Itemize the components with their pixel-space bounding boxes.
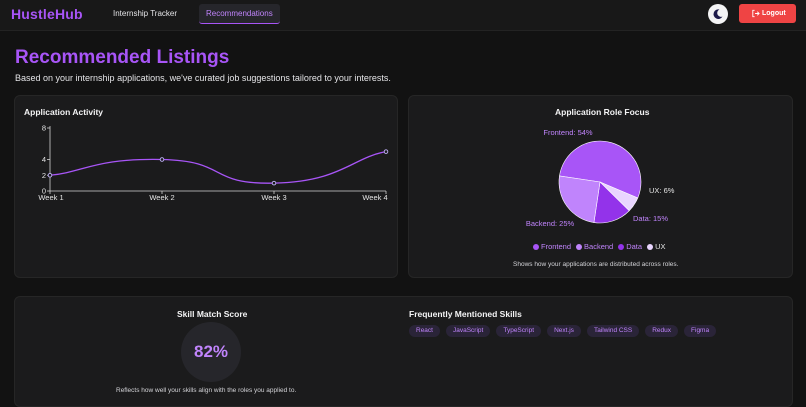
skills-list: React JavaScript TypeScript Next.js Tailwind… [409, 325, 717, 337]
nav-link-recommendations[interactable]: Recommendations [199, 4, 280, 24]
skill-tag[interactable]: React [409, 325, 440, 337]
pie-label-backend: Backend: 25% [526, 219, 575, 228]
legend-item-data[interactable]: Data [618, 242, 642, 251]
page-title: Recommended Listings [15, 47, 230, 68]
skills-card [14, 296, 793, 407]
x-tick-label: Week 4 [362, 193, 387, 202]
y-tick-label: 0 [42, 187, 46, 196]
legend-swatch [647, 243, 654, 250]
skills-title: Frequently Mentioned Skills [409, 309, 522, 319]
data-point[interactable] [383, 149, 389, 154]
legend-label: Backend [584, 242, 614, 251]
data-point[interactable] [159, 157, 165, 162]
activity-title: Application Activity [24, 107, 104, 117]
pie-legend: Frontend Backend Data UX [533, 242, 665, 251]
skill-tag[interactable]: Redux [645, 325, 679, 337]
activity-card [14, 95, 398, 278]
role-focus-caption: Shows how your applications are distribu… [513, 261, 679, 268]
legend-item-frontend[interactable]: Frontend [533, 242, 571, 251]
pie-slice-frontend[interactable] [559, 140, 642, 199]
skill-match-caption: Reflects how well your skills align with… [116, 387, 297, 394]
nav-link-internship-tracker[interactable]: Internship Tracker [113, 9, 178, 18]
x-tick-label: Week 1 [38, 193, 63, 202]
legend-label: Frontend [541, 242, 572, 251]
legend-swatch [576, 243, 583, 250]
skill-match-title: Skill Match Score [177, 309, 248, 319]
navbar: HustleHub Internship Tracker Recommendat… [0, 0, 806, 31]
pie-label-frontend: Frontend: 54% [543, 128, 593, 137]
skill-tag[interactable]: Tailwind CSS [586, 325, 640, 337]
logout-icon [752, 9, 760, 18]
theme-toggle-button[interactable] [708, 4, 728, 24]
legend-label: Data [626, 242, 643, 251]
role-focus-card [408, 95, 793, 278]
skill-match-score: 82% [193, 342, 229, 361]
data-point[interactable] [47, 172, 53, 178]
brand-logo[interactable]: HustleHub [11, 6, 83, 22]
page-subtitle: Based on your internship applications, w… [15, 73, 391, 83]
pie-label-ux: UX: 6% [649, 186, 675, 195]
legend-item-backend[interactable]: Backend [576, 242, 613, 251]
data-point[interactable] [271, 180, 277, 186]
logout-label: Logout [762, 10, 786, 17]
x-tick-label: Week 3 [261, 193, 286, 202]
skill-tag[interactable]: Next.js [547, 325, 581, 337]
series-line [49, 150, 387, 184]
y-tick-label: 4 [42, 155, 46, 164]
skill-match-score-circle: 82% [181, 322, 241, 382]
y-tick-label: 2 [42, 171, 46, 180]
moon-icon [713, 9, 723, 19]
y-tick-label: 8 [42, 124, 46, 133]
role-focus-title: Application Role Focus [555, 107, 650, 117]
legend-swatch [533, 243, 539, 250]
pie-label-data: Data: 15% [633, 214, 668, 223]
legend-swatch [618, 243, 625, 250]
pie-slice-backend[interactable] [558, 175, 601, 223]
legend-item-ux[interactable]: UX [647, 242, 665, 251]
legend-label: UX [655, 242, 666, 251]
skill-tag[interactable]: TypeScript [496, 325, 542, 337]
x-tick-label: Week 2 [149, 193, 174, 202]
skill-tag[interactable]: JavaScript [445, 325, 491, 337]
logout-button[interactable]: Logout [739, 4, 796, 23]
skill-tag[interactable]: Figma [684, 325, 717, 337]
